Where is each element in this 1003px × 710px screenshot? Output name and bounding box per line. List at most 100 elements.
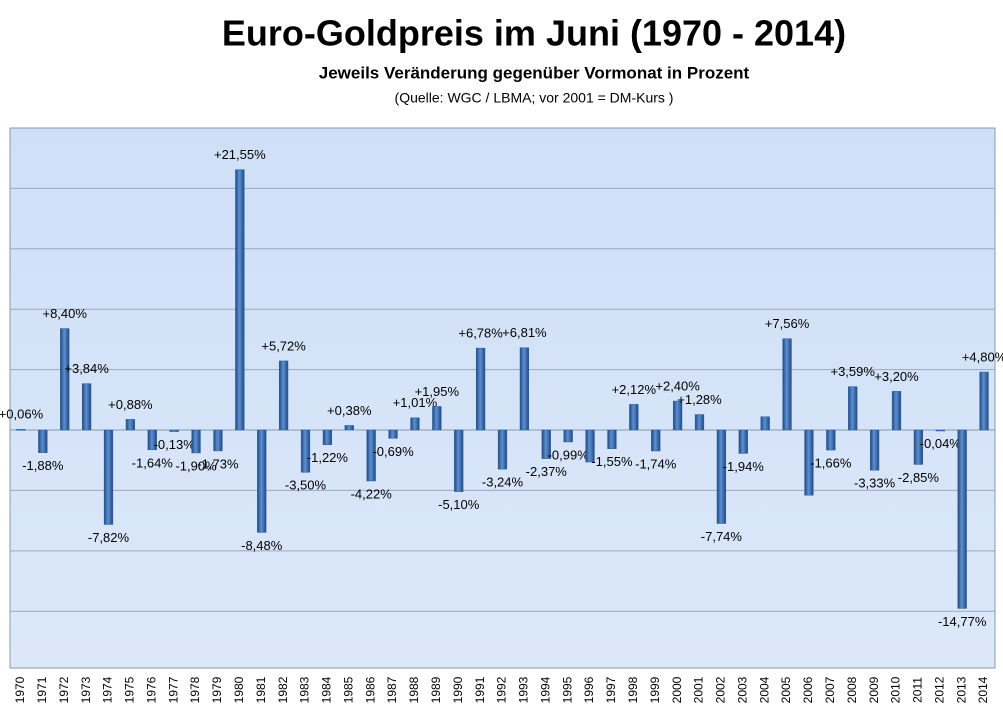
value-label: +6,78% (458, 326, 503, 341)
x-tick-label: 1972 (57, 676, 71, 703)
value-label: +0,38% (327, 403, 372, 418)
bar (388, 429, 398, 439)
value-label: +4,80% (962, 349, 1003, 364)
x-tick-label: 1998 (626, 676, 640, 703)
x-tick-label: 1973 (79, 676, 93, 703)
bar (322, 429, 333, 446)
bar (651, 429, 661, 452)
x-tick-label: 1986 (363, 676, 377, 703)
value-label: -5,10% (438, 497, 480, 512)
x-tick-label: 2014 (976, 676, 990, 703)
bar (300, 429, 311, 473)
x-tick-label: 1978 (188, 676, 202, 703)
x-tick-label: 2007 (823, 676, 837, 703)
value-label: -1,94% (723, 459, 765, 474)
x-tick-label: 1975 (123, 676, 137, 703)
bar (935, 429, 945, 432)
x-tick-label: 1996 (582, 676, 596, 703)
x-tick-label: 1976 (144, 676, 158, 703)
bar (629, 404, 639, 431)
value-label: -0,04% (920, 436, 962, 451)
value-label: +0,88% (108, 397, 153, 412)
bar (585, 429, 595, 463)
value-label: +1,01% (393, 395, 438, 410)
bar (169, 429, 179, 432)
chart-subtitle: Jeweils Veränderung gegenüber Vormonat i… (319, 63, 750, 82)
bar (278, 360, 289, 431)
x-tick-label: 1970 (13, 676, 27, 703)
bar (454, 429, 464, 492)
bar (60, 328, 70, 431)
value-label: -1,22% (307, 450, 349, 465)
value-label: +8,40% (42, 306, 87, 321)
x-tick-label: 1971 (35, 676, 49, 703)
value-label: +1,28% (677, 392, 722, 407)
value-label: -7,82% (88, 530, 130, 545)
x-tick-label: 1982 (276, 676, 290, 703)
value-label: +2,40% (655, 378, 700, 393)
value-label: +0,06% (0, 407, 44, 422)
x-tick-label: 1993 (517, 676, 531, 703)
bar (235, 169, 245, 431)
value-label: +3,20% (874, 369, 919, 384)
x-tick-label: 1997 (604, 676, 618, 703)
bar (147, 429, 157, 451)
x-tick-label: 2006 (801, 676, 815, 703)
bar (563, 429, 573, 443)
bar (541, 429, 551, 459)
x-tick-label: 1987 (385, 676, 399, 703)
bar (782, 338, 792, 431)
bar (519, 347, 530, 431)
x-tick-label: 2005 (779, 676, 793, 703)
value-label: +5,72% (261, 338, 306, 353)
bar (497, 429, 508, 470)
value-label: +21,55% (214, 147, 266, 162)
value-label: +1,95% (415, 384, 460, 399)
x-tick-label: 2002 (714, 676, 728, 703)
bar (738, 429, 748, 454)
value-label: -14,77% (938, 614, 987, 629)
bar (913, 429, 924, 465)
x-tick-label: 1999 (648, 676, 662, 703)
bar (213, 429, 223, 452)
x-tick-label: 2011 (911, 677, 925, 703)
value-label: -0,13% (154, 437, 196, 452)
bar (103, 429, 114, 525)
source-note: (Quelle: WGC / LBMA; vor 2001 = DM-Kurs … (395, 90, 674, 106)
x-tick-label: 1977 (166, 676, 180, 703)
value-label: -3,24% (482, 475, 524, 490)
x-tick-label: 1981 (254, 676, 268, 703)
bar (957, 429, 967, 609)
x-tick-label: 2003 (735, 676, 749, 703)
x-tick-label: 2012 (932, 676, 946, 703)
bar (344, 425, 354, 431)
value-label: -1,73% (197, 456, 239, 471)
value-label: -0,69% (372, 444, 414, 459)
plot-area (9, 127, 996, 669)
value-label: -3,33% (854, 476, 896, 491)
bar (366, 429, 376, 482)
value-label: +6,81% (502, 325, 547, 340)
bar (410, 417, 420, 431)
x-tick-label: 1979 (210, 676, 224, 703)
value-label: -3,50% (285, 478, 327, 493)
value-label: -0,99% (548, 447, 590, 462)
value-label: +7,56% (765, 316, 810, 331)
x-tick-label: 2001 (692, 676, 706, 703)
value-label: -1,88% (22, 458, 64, 473)
x-tick-label: 2009 (867, 676, 881, 703)
bar (16, 429, 26, 431)
x-tick-label: 1983 (298, 676, 312, 703)
bar (257, 429, 267, 533)
value-label: -2,37% (526, 464, 568, 479)
value-label: -1,64% (132, 455, 174, 470)
value-label: -2,85% (898, 470, 940, 485)
bar (760, 416, 770, 431)
bar (607, 429, 617, 449)
bar (869, 429, 880, 471)
x-tick-label: 2008 (845, 676, 859, 703)
x-tick-label: 2013 (954, 676, 968, 703)
x-tick-label: 1995 (560, 676, 574, 703)
